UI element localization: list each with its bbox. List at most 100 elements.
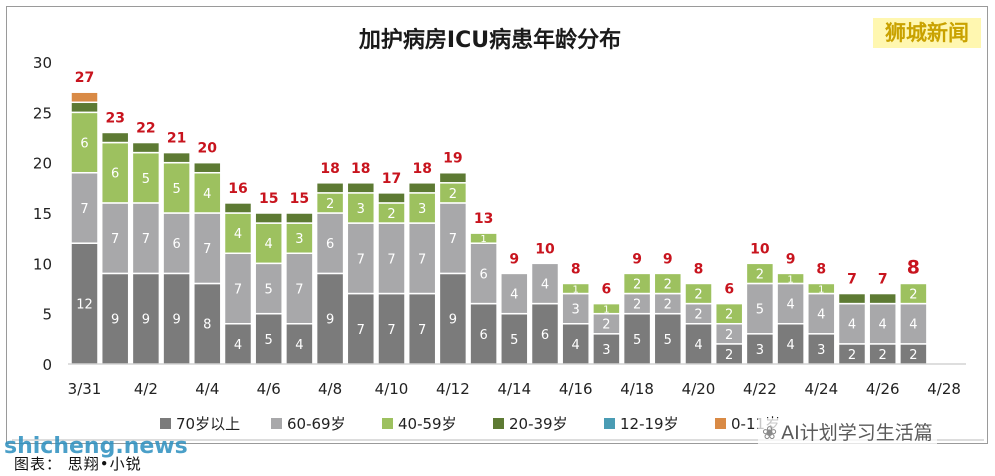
bar-segment — [837, 292, 867, 305]
total-label: 21 — [167, 131, 186, 147]
wechat-credit: ❀ AI计划学习生活篇 — [758, 418, 937, 445]
wechat-icon: ❀ — [762, 423, 778, 444]
x-tick-label: 4/24 — [804, 380, 838, 398]
segment-value-label: 1 — [480, 234, 486, 245]
x-tick-label: 4/26 — [866, 380, 900, 398]
bar-segment — [530, 262, 560, 305]
legend-swatch — [604, 418, 615, 429]
bar-segment — [162, 161, 191, 214]
segment-value-label: 4 — [541, 277, 549, 292]
bar-segment — [807, 282, 836, 295]
x-tick-label: 4/14 — [497, 380, 531, 398]
y-tick-label: 5 — [42, 306, 52, 324]
total-label: 13 — [474, 211, 493, 227]
segment-value-label: 2 — [326, 197, 334, 212]
legend: 70岁以上 60-69岁 40-59岁 20-39岁 12-19岁 0-11岁 — [160, 415, 780, 433]
brand-label: 狮城新闻 — [873, 18, 981, 48]
segment-value-label: 3 — [357, 202, 365, 217]
total-label: 8 — [907, 256, 920, 278]
segment-value-label: 2 — [664, 277, 672, 292]
segment-value-label: 4 — [295, 338, 303, 353]
bar-segment — [899, 302, 928, 345]
bar-segment — [438, 202, 468, 275]
segment-value-label: 4 — [572, 338, 580, 353]
total-label: 9 — [509, 251, 519, 267]
total-label: 10 — [750, 241, 770, 257]
segment-value-label: 2 — [633, 298, 641, 313]
bar-segment — [407, 182, 437, 194]
segment-value-label: 6 — [479, 267, 487, 282]
segment-value-label: 4 — [694, 338, 702, 353]
legend-label: 40-59岁 — [398, 415, 457, 433]
bar-segment — [285, 212, 314, 224]
segment-value-label: 7 — [111, 232, 119, 247]
segment-value-label: 2 — [449, 187, 457, 202]
segment-value-label: 7 — [357, 323, 365, 338]
segment-value-label: 2 — [725, 328, 733, 343]
bar-segment — [745, 282, 775, 335]
y-tick-label: 15 — [33, 205, 52, 223]
bar-segment — [714, 302, 744, 325]
bars: 1276279762397522965218742047416554154731… — [70, 70, 928, 365]
x-tick-label: 4/10 — [375, 380, 409, 398]
bar-segment — [315, 272, 345, 365]
segment-value-label: 6 — [326, 237, 334, 252]
segment-value-label: 2 — [725, 308, 733, 323]
segment-value-label: 4 — [786, 338, 794, 353]
bar-segment — [407, 222, 437, 295]
segment-value-label: 4 — [510, 288, 518, 303]
bar-segment — [193, 171, 222, 214]
bar-segment — [561, 282, 590, 295]
total-label: 17 — [382, 171, 401, 187]
total-label: 9 — [663, 251, 673, 267]
x-tick-label: 4/16 — [559, 380, 593, 398]
total-label: 18 — [412, 161, 431, 177]
legend-label: 12-19岁 — [620, 415, 679, 433]
bar-segment — [377, 192, 406, 204]
total-label: 9 — [632, 251, 642, 267]
legend-swatch — [493, 418, 504, 429]
segment-value-label: 5 — [510, 333, 518, 348]
total-label: 9 — [786, 251, 796, 267]
bar-segment — [193, 212, 222, 285]
segment-value-label: 2 — [879, 348, 887, 363]
watermark: shicheng.news — [4, 434, 188, 459]
segment-value-label: 6 — [80, 137, 88, 152]
bar-segment — [223, 252, 253, 325]
segment-value-label: 2 — [848, 348, 856, 363]
bar-segment — [622, 272, 652, 295]
segment-value-label: 3 — [817, 343, 825, 358]
bar-segment — [100, 141, 130, 204]
y-tick-label: 0 — [42, 356, 52, 374]
bar-segment — [223, 212, 253, 255]
segment-value-label: 2 — [694, 288, 702, 303]
segment-value-label: 6 — [541, 328, 549, 343]
x-tick-label: 4/22 — [743, 380, 777, 398]
total-label: 10 — [535, 241, 555, 257]
total-label: 8 — [816, 261, 826, 277]
segment-value-label: 4 — [203, 187, 211, 202]
bar-segment — [438, 272, 468, 365]
segment-value-label: 7 — [142, 232, 150, 247]
bar-segment — [131, 202, 161, 275]
segment-value-label: 5 — [633, 333, 641, 348]
segment-value-label: 5 — [172, 182, 180, 197]
bar-segment — [100, 202, 130, 275]
segment-value-label: 1 — [787, 274, 793, 285]
total-label: 15 — [259, 191, 278, 207]
bar-segment — [776, 272, 805, 285]
bar-segment — [837, 302, 867, 345]
total-label: 8 — [694, 261, 704, 277]
segment-value-label: 2 — [909, 348, 917, 363]
bar-segment — [807, 333, 836, 365]
segment-value-label: 3 — [572, 303, 580, 318]
segment-value-label: 7 — [295, 283, 303, 298]
segment-value-label: 1 — [573, 285, 579, 296]
segment-value-label: 12 — [76, 298, 93, 313]
segment-value-label: 2 — [633, 277, 641, 292]
x-tick-label: 4/4 — [195, 380, 219, 398]
segment-value-label: 6 — [111, 167, 119, 182]
total-label: 27 — [75, 70, 94, 86]
segment-value-label: 7 — [80, 202, 88, 217]
legend-label: 20-39岁 — [509, 415, 568, 433]
